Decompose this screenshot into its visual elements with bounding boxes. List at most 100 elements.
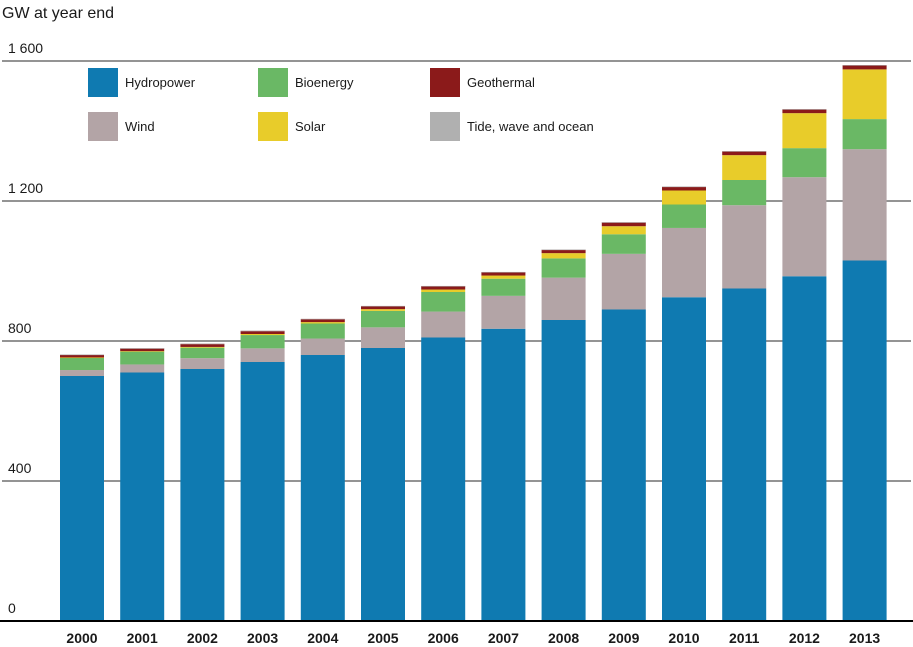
y-tick-label-1200: 1 200 (8, 180, 43, 196)
bar-hydropower-2004 (300, 355, 345, 621)
bar-hydropower-2012 (782, 276, 827, 621)
bar-hydropower-2009 (601, 309, 646, 621)
x-tick-label-2009: 2009 (608, 630, 639, 646)
bar-geothermal-2006 (421, 286, 466, 290)
bar-geothermal-2004 (300, 318, 345, 323)
bar-hydropower-2006 (421, 337, 466, 621)
bar-hydropower-2013 (842, 260, 887, 621)
bar-solar-2006 (421, 289, 466, 292)
bar-bioenergy-2011 (722, 180, 767, 206)
x-tick-label-2011: 2011 (729, 630, 760, 646)
bar-geothermal-2012 (782, 109, 827, 114)
bar-hydropower-2010 (662, 297, 706, 621)
bar-bioenergy-2000 (60, 357, 104, 371)
bar-wind-2001 (120, 364, 165, 373)
bar-tide-wave-and-ocean-2011 (722, 151, 767, 152)
legend-swatch-bioenergy (258, 68, 288, 97)
x-tick-label-2007: 2007 (488, 630, 519, 646)
x-tick-label-2010: 2010 (668, 630, 699, 646)
bar-solar-2004 (300, 322, 345, 324)
bar-bioenergy-2007 (481, 278, 526, 296)
bar-solar-2013 (842, 69, 887, 120)
bar-wind-2003 (240, 348, 285, 362)
legend-label-solar: Solar (295, 119, 326, 134)
legend-swatch-tide-wave-and-ocean (430, 112, 460, 141)
bar-wind-2002 (180, 358, 225, 369)
bar-tide-wave-and-ocean-2010 (662, 186, 706, 188)
bar-hydropower-2000 (60, 376, 104, 621)
bar-hydropower-2001 (120, 372, 165, 621)
bar-geothermal-2009 (601, 222, 646, 227)
bar-bioenergy-2008 (541, 258, 586, 278)
bar-bioenergy-2012 (782, 148, 827, 178)
bar-wind-2006 (421, 311, 466, 338)
bar-wind-2000 (60, 370, 104, 376)
bar-tide-wave-and-ocean-2013 (842, 65, 887, 66)
bar-geothermal-2000 (60, 354, 104, 358)
bar-tide-wave-and-ocean-2007 (481, 271, 526, 273)
bar-hydropower-2011 (722, 288, 767, 621)
x-tick-label-2012: 2012 (789, 630, 820, 646)
bar-bioenergy-2001 (120, 351, 165, 365)
bar-bioenergy-2004 (300, 323, 345, 339)
bar-hydropower-2003 (240, 362, 285, 621)
y-axis-label: GW at year end (2, 5, 114, 22)
bar-tide-wave-and-ocean-2004 (300, 318, 345, 320)
bar-solar-2000 (60, 357, 104, 359)
x-tick-label-2005: 2005 (367, 630, 398, 646)
legend-label-bioenergy: Bioenergy (295, 75, 354, 90)
legend-swatch-hydropower (88, 68, 118, 97)
bar-geothermal-2007 (481, 272, 526, 276)
legend-swatch-wind (88, 112, 118, 141)
legend-swatch-geothermal (430, 68, 460, 97)
bar-solar-2012 (782, 113, 827, 149)
legend-label-wind: Wind (125, 119, 155, 134)
bar-solar-2011 (722, 155, 767, 180)
bar-tide-wave-and-ocean-2003 (240, 330, 285, 332)
bar-tide-wave-and-ocean-2005 (361, 305, 405, 307)
bar-hydropower-2007 (481, 328, 526, 621)
bar-tide-wave-and-ocean-2012 (782, 109, 827, 110)
bar-hydropower-2005 (361, 348, 405, 621)
bar-tide-wave-and-ocean-2002 (180, 343, 225, 345)
bar-tide-wave-and-ocean-2000 (60, 354, 104, 356)
bar-geothermal-2011 (722, 151, 767, 156)
bar-solar-2008 (541, 253, 586, 259)
bar-bioenergy-2005 (361, 310, 405, 328)
bar-solar-2009 (601, 226, 646, 235)
y-tick-label-800: 800 (8, 320, 32, 336)
bar-solar-2003 (240, 334, 285, 336)
x-tick-label-2008: 2008 (548, 630, 579, 646)
bar-hydropower-2002 (180, 369, 225, 621)
bar-geothermal-2003 (240, 330, 285, 334)
bar-wind-2011 (722, 205, 767, 289)
bar-geothermal-2013 (842, 65, 887, 70)
bar-tide-wave-and-ocean-2006 (421, 285, 466, 287)
bar-geothermal-2002 (180, 343, 225, 347)
bar-wind-2009 (601, 253, 646, 310)
legend-swatch-solar (258, 112, 288, 141)
bar-tide-wave-and-ocean-2008 (541, 249, 586, 251)
x-tick-label-2002: 2002 (187, 630, 218, 646)
y-tick-label-0: 0 (8, 600, 16, 616)
bar-bioenergy-2009 (601, 234, 646, 254)
bar-wind-2007 (481, 295, 526, 329)
x-tick-label-2000: 2000 (66, 630, 97, 646)
bar-solar-2010 (662, 190, 706, 205)
legend-label-geothermal: Geothermal (467, 75, 535, 90)
x-tick-label-2003: 2003 (247, 630, 278, 646)
y-tick-label-1600: 1 600 (8, 40, 43, 56)
bar-solar-2007 (481, 275, 526, 279)
bar-wind-2004 (300, 338, 345, 355)
bar-geothermal-2005 (361, 306, 405, 310)
bar-bioenergy-2006 (421, 292, 466, 312)
bar-wind-2010 (662, 227, 706, 298)
legend: Hydropower Bioenergy Geothermal Wind Solar Ti… (88, 68, 594, 141)
y-axis-ticks: 0 400 800 1 200 1 600 (8, 40, 43, 616)
bar-hydropower-2008 (541, 320, 586, 621)
x-tick-label-2004: 2004 (307, 630, 338, 646)
bar-solar-2005 (361, 309, 405, 311)
bar-geothermal-2008 (541, 249, 586, 254)
bar-solar-2001 (120, 351, 165, 352)
